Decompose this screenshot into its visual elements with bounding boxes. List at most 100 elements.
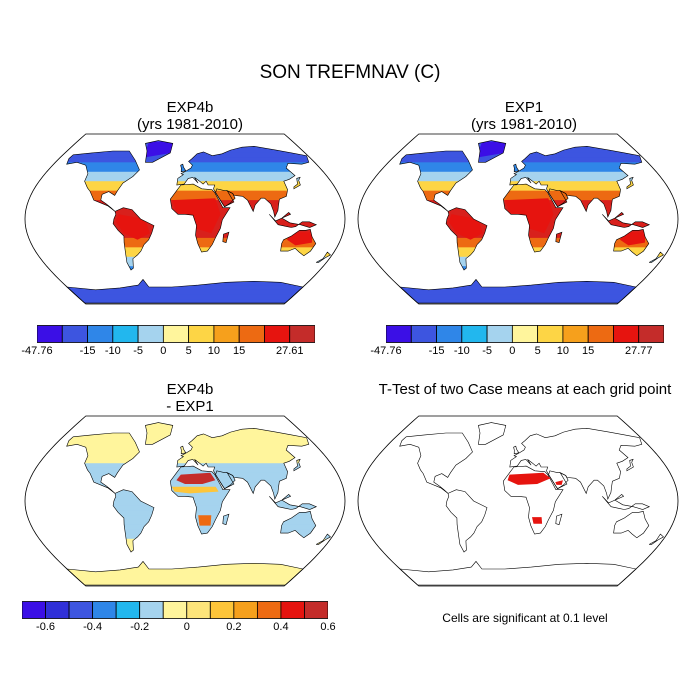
temperature-band xyxy=(399,252,664,258)
colorbar-exp1-boxes xyxy=(385,325,665,343)
temperature-band xyxy=(66,233,331,239)
map-outline xyxy=(357,415,679,587)
coastline-japan xyxy=(626,458,634,472)
colorbar-box xyxy=(188,325,215,343)
coastline-northAmerica xyxy=(66,150,140,212)
temperature-band xyxy=(66,252,331,258)
temperature-band xyxy=(66,422,331,426)
temperature-band xyxy=(66,439,331,445)
coastline-africa xyxy=(169,183,231,253)
temperature-band xyxy=(66,261,331,267)
colorbar-tick-label: 10 xyxy=(556,345,570,357)
temperature-band xyxy=(66,185,331,192)
temperature-band xyxy=(66,510,331,516)
colorbar-exp1: -47.76 -15 -10 -5 0 5 10 15 27.77 xyxy=(370,325,665,363)
temperature-band xyxy=(66,557,331,563)
coastline-indonesia xyxy=(602,493,651,510)
colorbar-box xyxy=(186,601,211,619)
temperature-band xyxy=(66,190,331,196)
temperature-band xyxy=(66,289,331,296)
coastline-southAmerica xyxy=(445,207,488,271)
colorbar-box xyxy=(137,325,164,343)
coastline-madagascar xyxy=(555,513,563,525)
temperature-band xyxy=(66,228,331,234)
coastline-japan xyxy=(293,176,301,190)
coastline-australia xyxy=(613,229,650,257)
colorbar-exp4b: -47.76 -15 -10 -5 0 5 10 15 27.61 xyxy=(21,325,316,363)
colorbar-box xyxy=(410,325,437,343)
temperature-band xyxy=(66,195,331,201)
map-outline xyxy=(24,415,346,587)
temperature-band xyxy=(399,285,664,291)
coastline-greenland xyxy=(145,140,174,163)
coastline-arabia xyxy=(548,470,569,490)
temperature-band xyxy=(66,140,331,144)
coastline-indonesia xyxy=(602,211,651,228)
colorbar-tick-label: -47.76 xyxy=(21,345,53,357)
temperature-band xyxy=(66,171,331,177)
hot-region-africa xyxy=(505,198,554,234)
coastline-eurasia xyxy=(509,427,643,501)
panel-title-diff-line1: EXP4b xyxy=(166,381,214,398)
colorbar-box xyxy=(638,325,665,343)
coastline-greenland xyxy=(145,422,174,445)
colorbar-box xyxy=(115,601,141,619)
temperature-band xyxy=(399,185,664,192)
colorbar-box xyxy=(537,325,564,343)
significant-cells xyxy=(532,517,543,524)
colorbar-box xyxy=(385,325,412,343)
colorbar-tick-label: 5 xyxy=(185,345,192,357)
coastline-southAmerica xyxy=(112,207,155,271)
panel-title-diff-line2: - EXP1 xyxy=(166,398,214,415)
colorbar-box xyxy=(280,601,305,619)
temperature-band xyxy=(66,548,331,554)
temperature-band xyxy=(66,430,331,436)
temperature-band xyxy=(399,152,664,159)
temperature-band xyxy=(66,576,331,582)
colorbar-box xyxy=(511,325,539,343)
colorbar-box xyxy=(162,601,188,619)
temperature-band xyxy=(66,275,331,281)
temperature-band xyxy=(66,237,331,244)
colorbar-tick-label: 0.2 xyxy=(226,621,242,633)
temperature-band xyxy=(66,285,331,291)
colorbar-box xyxy=(87,325,114,343)
coastline-newzealand xyxy=(649,533,665,545)
cold-region-greenland xyxy=(476,141,506,158)
map-outline xyxy=(357,133,679,305)
temperature-band xyxy=(66,270,331,277)
temperature-band xyxy=(66,449,331,455)
colorbar-tick-label: -15 xyxy=(79,345,96,357)
coastline-madagascar xyxy=(222,231,230,243)
colorbar-tick-label: 0.6 xyxy=(320,621,336,633)
coastline-japan xyxy=(293,458,301,472)
colorbar-tick-label: 0 xyxy=(183,621,190,633)
colorbar-diff-boxes xyxy=(21,601,329,619)
temperature-band xyxy=(399,219,664,225)
temperature-band xyxy=(66,571,331,578)
coastline-uk xyxy=(180,445,187,455)
map-ttest xyxy=(357,415,679,587)
coastline-arabia xyxy=(548,188,569,208)
colorbar-box xyxy=(233,601,258,619)
temperature-band xyxy=(66,148,331,154)
colorbar-tick-label: -0.4 xyxy=(83,621,103,633)
temperature-band xyxy=(399,195,664,201)
temperature-band xyxy=(399,233,664,239)
colorbar-box xyxy=(256,601,282,619)
colorbar-box xyxy=(112,325,139,343)
colorbar-box xyxy=(36,325,63,343)
temperature-band xyxy=(66,219,331,225)
temperature-band xyxy=(399,270,664,277)
temperature-band xyxy=(66,152,331,159)
panel-title-diff: EXP4b - EXP1 xyxy=(40,381,340,415)
colorbar-box xyxy=(562,325,589,343)
coastline-northAmerica xyxy=(399,150,473,212)
temperature-band xyxy=(399,299,664,304)
colorbar-tick-label: 27.61 xyxy=(275,345,304,357)
colorbar-box xyxy=(304,601,329,619)
temperature-band xyxy=(66,501,331,507)
temperature-band xyxy=(66,453,331,459)
temperature-band xyxy=(399,237,664,244)
colorbar-box xyxy=(587,325,614,343)
